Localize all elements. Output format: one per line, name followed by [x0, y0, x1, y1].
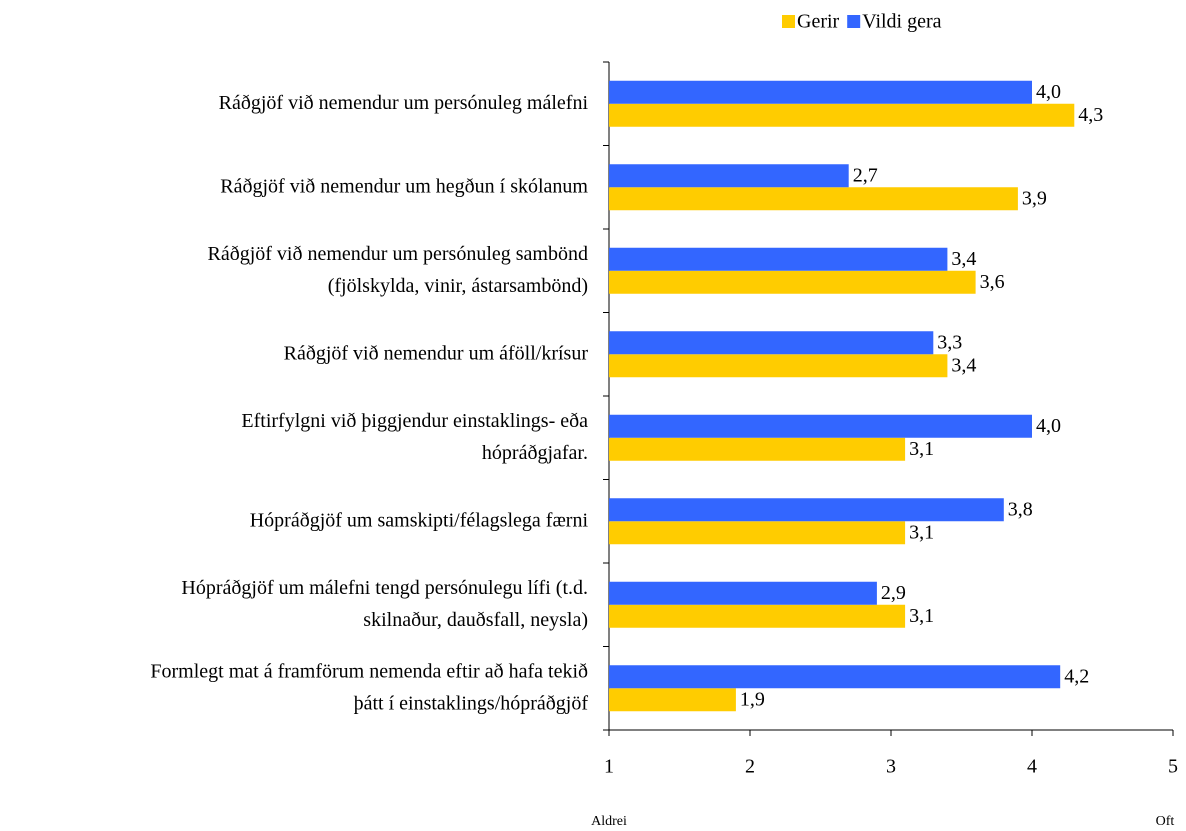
x-tick-label: 3 — [886, 756, 896, 778]
bar — [609, 414, 1032, 438]
category-label-line: Ráðgjöf við nemendur um hegðun í skólanu… — [220, 175, 588, 197]
x-tick-label: 4 — [1027, 756, 1037, 778]
bar — [609, 164, 849, 188]
bar — [609, 187, 1018, 211]
category-label-line: Hópráðgjöf um málefni tengd persónulegu … — [181, 576, 588, 598]
value-label: 3,8 — [1008, 498, 1033, 520]
category-label: Ráðgjöf við nemendur um hegðun í skólanu… — [220, 175, 588, 197]
category-label-line: skilnaður, dauðsfall, neysla) — [363, 608, 588, 630]
value-label: 3,4 — [951, 354, 976, 376]
axis-annotation: Oft — [1156, 814, 1175, 829]
category-label-line: hópráðgjafar. — [482, 441, 588, 463]
bar — [609, 604, 906, 628]
bar — [609, 688, 736, 712]
category-label: Eftirfylgni við þiggjendur einstaklings-… — [241, 409, 588, 463]
legend-swatch — [782, 15, 795, 28]
bar — [609, 103, 1075, 127]
category-label-line: Ráðgjöf við nemendur um persónuleg sambö… — [208, 242, 589, 264]
bar — [609, 665, 1061, 689]
x-tick-label: 5 — [1168, 756, 1178, 778]
legend-swatch — [847, 15, 861, 28]
axis-annotation: Aldrei — [591, 814, 627, 829]
value-label: 4,3 — [1078, 104, 1103, 126]
x-tick-label: 2 — [745, 756, 755, 778]
bar — [609, 247, 948, 271]
value-label: 3,1 — [909, 605, 934, 627]
bar — [609, 270, 976, 294]
legend-label: Gerir — [797, 11, 840, 33]
bar — [609, 80, 1032, 104]
category-label: Ráðgjöf við nemendur um persónuleg málef… — [219, 91, 589, 113]
x-tick-label: 1 — [604, 756, 614, 778]
value-label: 4,0 — [1036, 415, 1061, 437]
value-label: 3,1 — [909, 438, 934, 460]
category-label-line: (fjölskylda, vinir, ástarsambönd) — [328, 274, 588, 296]
category-label: Hópráðgjöf um málefni tengd persónulegu … — [181, 576, 588, 630]
bar — [609, 521, 906, 545]
value-label: 2,9 — [881, 582, 906, 604]
category-label-line: Eftirfylgni við þiggjendur einstaklings-… — [241, 409, 588, 431]
bar — [609, 581, 877, 605]
value-label: 3,3 — [937, 331, 962, 353]
value-label: 2,7 — [853, 164, 878, 186]
category-label-line: Hópráðgjöf um samskipti/félagslega færni — [250, 509, 589, 531]
category-label-line: Ráðgjöf við nemendur um áföll/krísur — [284, 342, 589, 364]
value-label: 3,1 — [909, 521, 934, 543]
category-label: Formlegt mat á framförum nemenda eftir a… — [150, 660, 588, 714]
value-label: 3,4 — [951, 248, 976, 270]
bar — [609, 354, 948, 378]
bar — [609, 331, 934, 355]
bar — [609, 437, 906, 461]
value-label: 3,9 — [1022, 187, 1047, 209]
value-label: 1,9 — [740, 688, 765, 710]
category-label: Hópráðgjöf um samskipti/félagslega færni — [250, 509, 589, 531]
bar — [609, 498, 1004, 522]
value-label: 3,6 — [980, 271, 1005, 293]
category-label: Ráðgjöf við nemendur um áföll/krísur — [284, 342, 589, 364]
value-label: 4,0 — [1036, 81, 1061, 103]
value-label: 4,2 — [1064, 665, 1089, 687]
category-label-line: Formlegt mat á framförum nemenda eftir a… — [150, 660, 588, 682]
category-label-line: Ráðgjöf við nemendur um persónuleg málef… — [219, 91, 589, 113]
legend-label: Vildi gera — [862, 11, 941, 33]
category-label-line: þátt í einstaklings/hópráðgjöf — [354, 692, 589, 714]
category-label: Ráðgjöf við nemendur um persónuleg sambö… — [208, 242, 589, 296]
